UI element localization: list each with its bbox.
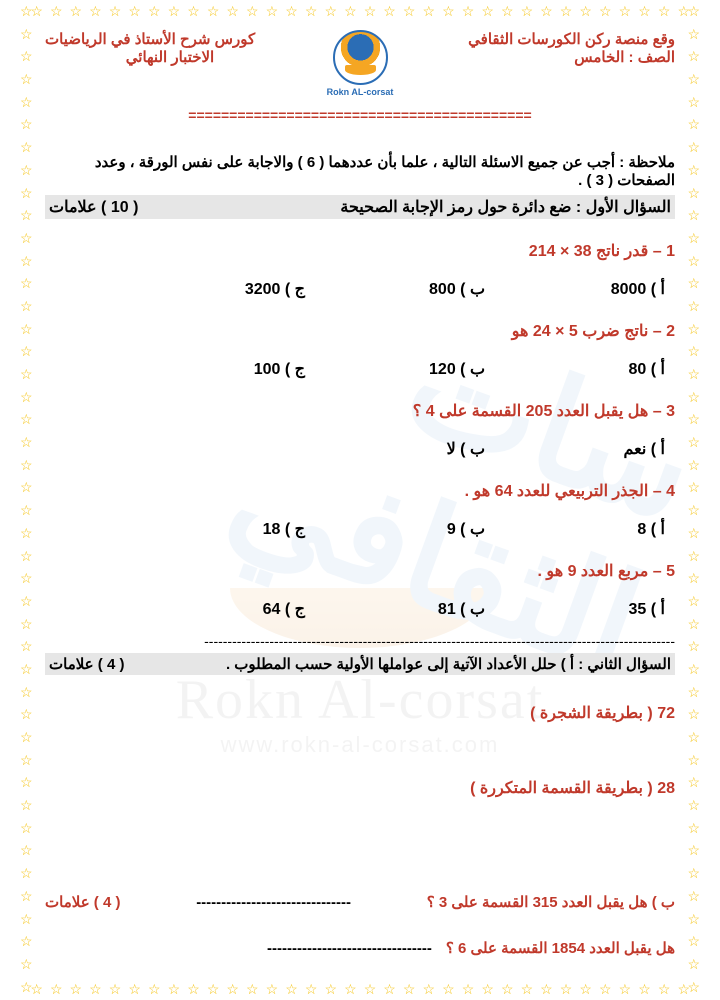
mcq-prompt: 5 – مربع العدد 9 هو . bbox=[45, 561, 675, 581]
q2-marks: ( 4 ) علامات bbox=[49, 655, 124, 673]
mcq-prompt: 2 – ناتج ضرب 5 × 24 هو bbox=[45, 321, 675, 341]
mcq-option: ج ) 3200 bbox=[185, 279, 305, 299]
course-name: كورس شرح الأستاذ في الرياضيات bbox=[45, 30, 295, 48]
q2c-row: هل يقبل العدد 1854 القسمة على 6 ؟ ------… bbox=[45, 939, 675, 957]
logo-caption: Rokn AL-corsat bbox=[320, 87, 400, 97]
mcq-option: ج ) 64 bbox=[185, 599, 305, 619]
grade: الصف : الخامس bbox=[425, 48, 675, 66]
dash-divider: ----------------------------------------… bbox=[45, 633, 675, 649]
mcq-option: ج ) 100 bbox=[185, 359, 305, 379]
mcq-option: أ ) نعم bbox=[545, 439, 665, 459]
mcq-option: أ ) 8000 bbox=[545, 279, 665, 299]
q2c-dashes: --------------------------------- bbox=[267, 940, 432, 957]
instruction-note: ملاحظة : أجب عن جميع الاسئلة التالية ، ع… bbox=[45, 153, 675, 189]
q2-sub-a: 72 ( بطريقة الشجرة ) bbox=[45, 703, 675, 723]
q1-header: السؤال الأول : ضع دائرة حول رمز الإجابة … bbox=[45, 195, 675, 219]
q2b-dashes: ------------------------------- bbox=[196, 894, 351, 911]
q2b-row: ب ) هل يقبل العدد 315 القسمة على 3 ؟ ---… bbox=[45, 893, 675, 911]
border-top: ☆☆☆☆☆☆☆☆☆☆☆☆☆☆☆☆☆☆☆☆☆☆☆☆☆☆☆☆☆☆☆☆☆☆ bbox=[30, 4, 690, 18]
mcq-option: ب ) 120 bbox=[365, 359, 485, 379]
q2b-text: ب ) هل يقبل العدد 315 القسمة على 3 ؟ bbox=[427, 893, 675, 911]
border-left: ☆☆☆☆☆☆☆☆☆☆☆☆☆☆☆☆☆☆☆☆☆☆☆☆☆☆☆☆☆☆☆☆☆☆☆☆☆☆☆☆… bbox=[20, 4, 33, 994]
q1-marks: ( 10 ) علامات bbox=[49, 197, 138, 217]
border-right: ☆☆☆☆☆☆☆☆☆☆☆☆☆☆☆☆☆☆☆☆☆☆☆☆☆☆☆☆☆☆☆☆☆☆☆☆☆☆☆☆… bbox=[687, 4, 700, 994]
logo-icon bbox=[333, 30, 388, 85]
exam-name: الاختبار النهائي bbox=[45, 48, 295, 66]
mcq-option: ج ) 18 bbox=[185, 519, 305, 539]
q2-title: السؤال الثاني : أ ) حلل الأعداد الآتية إ… bbox=[226, 655, 671, 673]
mcq-option: أ ) 80 bbox=[545, 359, 665, 379]
mcq-options: أ ) 8 ب ) 9 ج ) 18 bbox=[45, 519, 675, 539]
q2-sub-b: 28 ( بطريقة القسمة المتكررة ) bbox=[45, 778, 675, 798]
logo: Rokn AL-corsat bbox=[320, 30, 400, 97]
mcq-prompt: 1 – قدر ناتج 38 × 214 bbox=[45, 241, 675, 261]
mcq-option: ب ) لا bbox=[365, 439, 485, 459]
q2b-marks: ( 4 ) علامات bbox=[45, 893, 120, 911]
mcq-prompt: 4 – الجذر التربيعي للعدد 64 هو . bbox=[45, 481, 675, 501]
mcq-options: أ ) 80 ب ) 120 ج ) 100 bbox=[45, 359, 675, 379]
q1-title: السؤال الأول : ضع دائرة حول رمز الإجابة … bbox=[340, 197, 671, 217]
mcq-options: أ ) 35 ب ) 81 ج ) 64 bbox=[45, 599, 675, 619]
mcq-option: أ ) 8 bbox=[545, 519, 665, 539]
mcq-options: أ ) نعم ب ) لا bbox=[45, 439, 675, 459]
mcq-option: ب ) 800 bbox=[365, 279, 485, 299]
mcq-option: أ ) 35 bbox=[545, 599, 665, 619]
mcq-prompt: 3 – هل يقبل العدد 205 القسمة على 4 ؟ bbox=[45, 401, 675, 421]
site-name: وقع منصة ركن الكورسات الثقافي bbox=[425, 30, 675, 48]
mcq-option: ب ) 9 bbox=[365, 519, 485, 539]
mcq-options: أ ) 8000 ب ) 800 ج ) 3200 bbox=[45, 279, 675, 299]
page-header: وقع منصة ركن الكورسات الثقافي الصف : الخ… bbox=[45, 30, 675, 97]
q2-header: السؤال الثاني : أ ) حلل الأعداد الآتية إ… bbox=[45, 653, 675, 675]
divider-eq: ========================================… bbox=[45, 107, 675, 123]
mcq-option: ب ) 81 bbox=[365, 599, 485, 619]
border-bottom: ☆☆☆☆☆☆☆☆☆☆☆☆☆☆☆☆☆☆☆☆☆☆☆☆☆☆☆☆☆☆☆☆☆☆ bbox=[30, 982, 690, 996]
q2c-text: هل يقبل العدد 1854 القسمة على 6 ؟ bbox=[446, 939, 675, 957]
